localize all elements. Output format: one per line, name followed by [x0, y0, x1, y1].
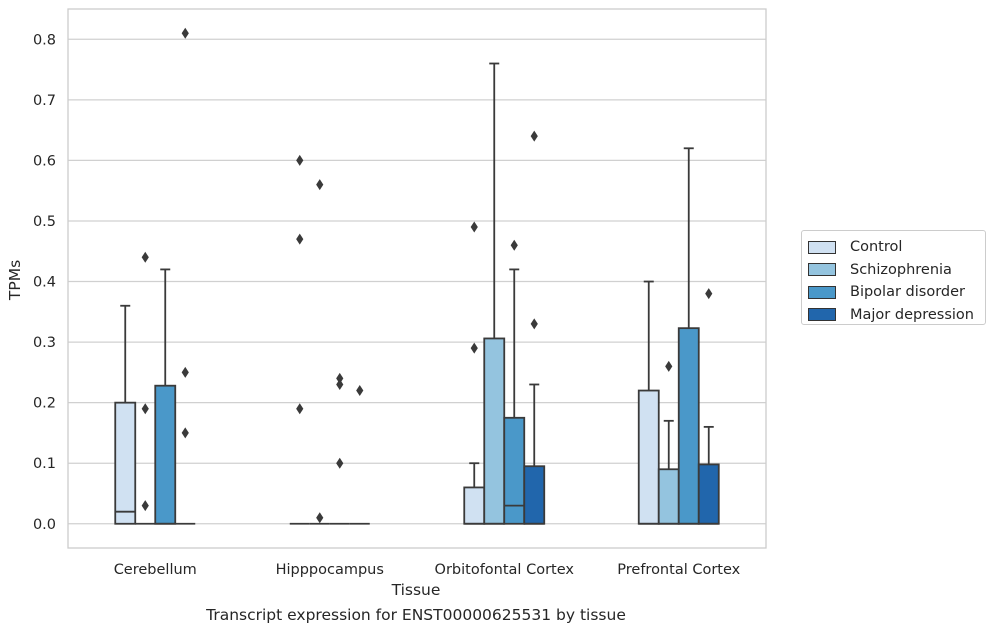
chart-legend: Control Schizophrenia Bipolar disorder Majo…	[801, 230, 986, 325]
outlier-point	[336, 372, 344, 384]
outlier-point	[181, 427, 189, 439]
plot-frame	[67, 8, 767, 549]
legend-item: Schizophrenia	[808, 259, 985, 282]
legend-label: Schizophrenia	[850, 261, 952, 278]
y-tick-label: 0.8	[33, 32, 56, 48]
box-orbitofontal-cortex-control	[463, 221, 486, 525]
box-body	[463, 486, 486, 525]
y-tick-label: 0.6	[33, 153, 56, 169]
outlier-point	[470, 221, 478, 233]
legend-label: Major depression	[850, 306, 974, 323]
outlier-point	[141, 251, 149, 263]
box-prefrontal-cortex-schizophrenia	[657, 360, 680, 525]
box-body	[503, 416, 526, 525]
y-tick-label: 0.2	[33, 396, 56, 412]
box-hipppocampus-schizophrenia	[309, 179, 330, 525]
box-orbitofontal-cortex-major-depression	[523, 130, 546, 525]
box-orbitofontal-cortex-bipolar-disorder	[503, 239, 526, 525]
x-tick-label: Cerebellum	[114, 562, 197, 578]
outlier-point	[296, 233, 304, 245]
legend-item: Bipolar disorder	[808, 281, 985, 304]
outlier-point	[530, 318, 538, 330]
outlier-point	[316, 179, 324, 191]
outlier-point	[336, 378, 344, 390]
box-hipppocampus-major-depression	[349, 385, 370, 525]
box-prefrontal-cortex-control	[637, 280, 660, 525]
x-tick-label: Prefrontal Cortex	[617, 562, 740, 578]
box-hipppocampus-control	[289, 154, 310, 525]
outlier-point	[665, 360, 673, 372]
chart-caption: Transcript expression for ENST0000062553…	[206, 606, 626, 624]
outlier-point	[356, 385, 364, 397]
box-prefrontal-cortex-major-depression	[697, 288, 720, 525]
box-body	[114, 401, 137, 525]
box-cerebellum-control	[114, 304, 137, 525]
box-cerebellum-bipolar-disorder	[154, 268, 177, 525]
x-axis-label: Tissue	[391, 581, 441, 599]
y-tick-label: 0.1	[33, 456, 56, 472]
box-hipppocampus-bipolar-disorder	[329, 372, 350, 525]
box-orbitofontal-cortex-schizophrenia	[483, 62, 506, 525]
outlier-point	[470, 342, 478, 354]
legend-label: Control	[850, 239, 903, 256]
y-tick-label: 0.3	[33, 335, 56, 351]
box-body	[637, 389, 660, 525]
legend-swatch	[808, 240, 836, 254]
box-body	[523, 465, 546, 525]
outlier-point	[181, 366, 189, 378]
box-body	[154, 384, 177, 525]
x-tick-label: Hipppocampus	[276, 562, 384, 578]
box-body	[657, 468, 680, 525]
y-tick-label: 0.4	[33, 275, 56, 291]
box-body	[677, 327, 700, 525]
outlier-point	[141, 403, 149, 415]
box-prefrontal-cortex-bipolar-disorder	[677, 147, 700, 525]
outlier-point	[316, 512, 324, 524]
outlier-point	[530, 130, 538, 142]
outlier-point	[705, 288, 713, 300]
axis-ticks: 0.0 0.1 0.2 0.3 0.4 0.5 0.6 0.7 0.8 Cerebellum Hip…	[33, 32, 741, 578]
legend-swatch	[808, 308, 836, 322]
outlier-point	[296, 154, 304, 166]
outlier-point	[336, 457, 344, 469]
box-body	[483, 337, 506, 525]
legend-label: Bipolar disorder	[850, 284, 965, 301]
outlier-point	[296, 403, 304, 415]
box-body	[697, 463, 720, 525]
x-tick-label: Orbitofontal Cortex	[435, 562, 575, 578]
legend-item: Major depression	[808, 304, 985, 327]
y-tick-label: 0.7	[33, 93, 56, 109]
y-axis-label: TPMs	[6, 260, 24, 301]
y-tick-label: 0.5	[33, 214, 56, 230]
legend-item: Control	[808, 236, 985, 259]
outlier-point	[181, 27, 189, 39]
grid-lines	[68, 38, 766, 525]
outlier-point	[141, 500, 149, 512]
box-cerebellum-major-depression	[175, 27, 196, 525]
outlier-point	[510, 239, 518, 251]
box-cerebellum-schizophrenia	[135, 251, 156, 525]
legend-swatch	[808, 263, 836, 277]
legend-swatch	[808, 285, 836, 299]
box-plot-marks	[114, 27, 720, 525]
y-tick-label: 0.0	[33, 517, 56, 533]
